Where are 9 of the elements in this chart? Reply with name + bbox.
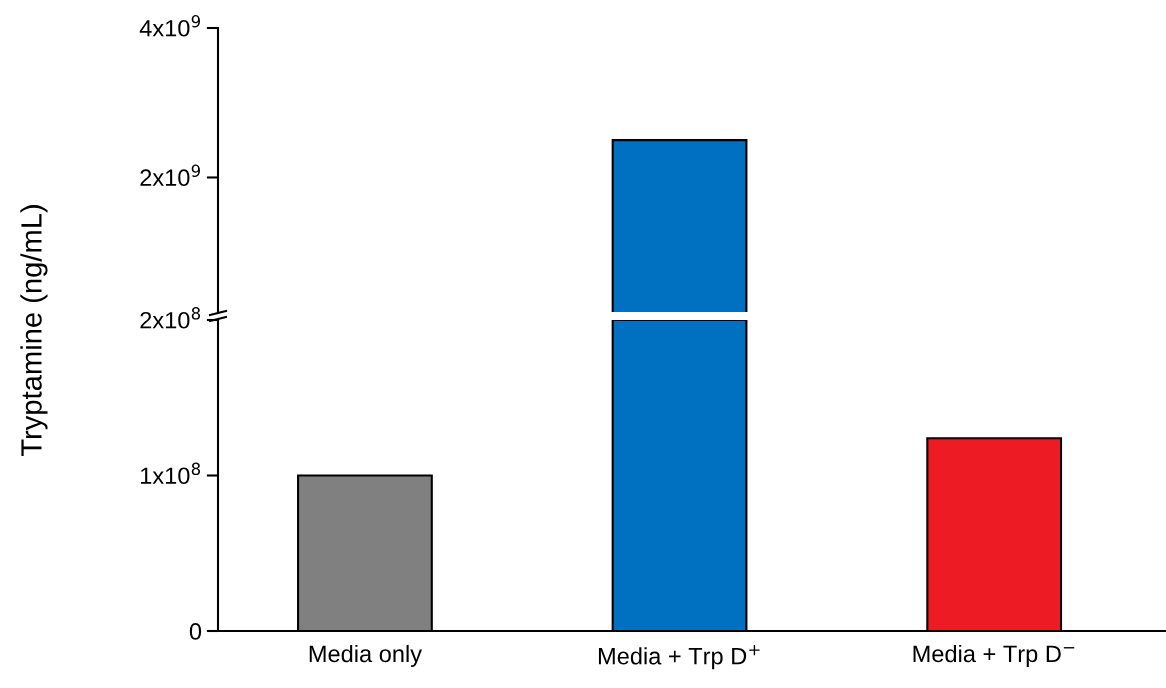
y-tick-label: 2x10$^{8}$	[140, 307, 201, 329]
y-tick-label: 2x10$^{9}$	[140, 164, 200, 187]
y-tick-label: 4x10$^{9}$	[139, 15, 200, 37]
x-tick-label: Media + Trp D$^{+}$	[598, 644, 760, 670]
y-tick-label: 1x10$^{8}$	[141, 462, 201, 485]
y-tick-label: 0	[189, 623, 202, 640]
y-axis-title: Tryptamine (ng/mL)	[20, 205, 48, 457]
x-tick-label: Media only	[309, 644, 422, 667]
x-tick-label: Media + Trp D$^{−}$	[913, 644, 1075, 667]
